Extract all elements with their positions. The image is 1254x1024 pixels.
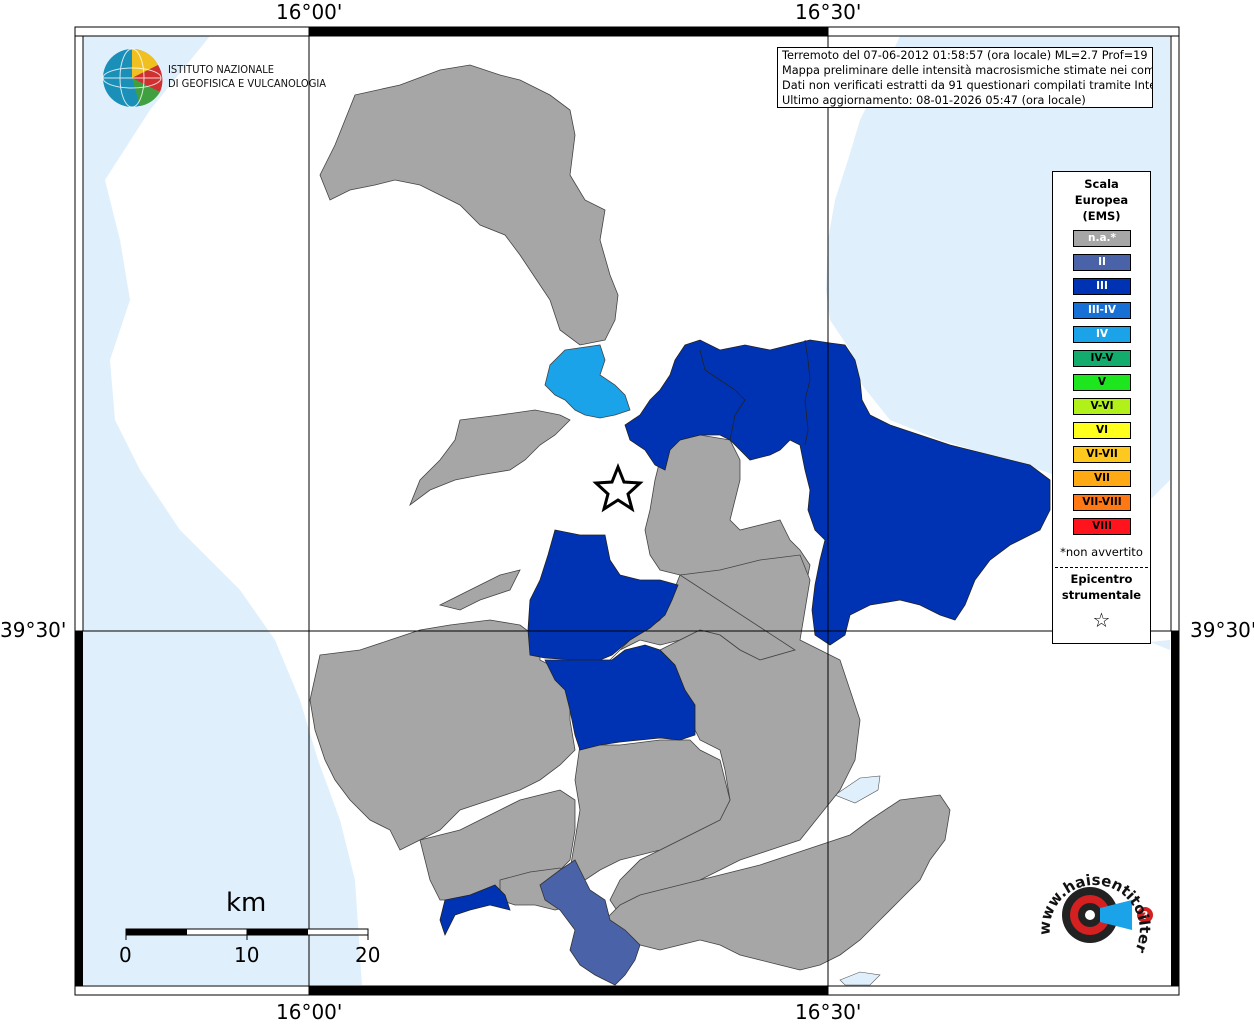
scale-bar (125, 928, 369, 940)
map-frame (74, 26, 1180, 996)
scale-tick-20: 20 (355, 943, 381, 967)
legend-swatch: VI (1073, 422, 1131, 439)
event-info-box: Terremoto del 07-06-2012 01:58:57 (ora l… (777, 47, 1153, 108)
legend-swatch: VI-VII (1073, 446, 1131, 463)
legend-title-2: Europea (1074, 193, 1129, 207)
info-line-1: Terremoto del 07-06-2012 01:58:57 (ora l… (782, 49, 1153, 62)
legend-star-icon: ☆ (1092, 608, 1111, 632)
municipality-ii (539, 859, 641, 986)
legend-title-3: (EMS) (1082, 209, 1121, 223)
legend-swatch: II (1073, 254, 1131, 271)
tyrrhenian-sea (83, 36, 362, 985)
legend-swatch: IV-V (1073, 350, 1131, 367)
scale-tick-10: 10 (234, 943, 260, 967)
municipalities-iii (439, 339, 1051, 937)
legend-epicenter-1: Epicentro (1070, 572, 1133, 586)
info-line-4: Ultimo aggiornamento: 08-01-2026 05:47 (… (782, 94, 1086, 107)
legend-swatch: IV (1073, 326, 1131, 343)
coord-left: 39°30' (0, 618, 67, 642)
svg-text:?: ? (1142, 909, 1148, 922)
municipalities-na (309, 64, 951, 971)
scale-tick-0: 0 (119, 943, 132, 967)
legend-swatch: VII (1073, 470, 1131, 487)
coord-top-right: 16°30' (795, 0, 862, 24)
epicenter-star-icon (592, 462, 644, 513)
info-line-3: Dati non verificati estratti da 91 quest… (782, 79, 1153, 92)
ems-legend: Scala Europea (EMS) n.a.* II III III-IV IV IV… (1052, 171, 1151, 644)
legend-swatch: III (1073, 278, 1131, 295)
info-line-2: Mappa preliminare delle intensità macros… (782, 64, 1153, 77)
scale-unit: km (226, 888, 267, 918)
municipality-iv (544, 344, 631, 419)
legend-swatch: V (1073, 374, 1131, 391)
legend-swatch: n.a.* (1073, 230, 1131, 247)
coord-bottom-left: 16°00' (276, 1000, 343, 1024)
legend-title-1: Scala (1084, 177, 1119, 191)
coord-bottom-right: 16°30' (795, 1000, 862, 1024)
legend-swatch: VIII (1073, 518, 1131, 535)
graticule (75, 30, 1179, 992)
ingv-logo-text: ISTITUTO NAZIONALE DI GEOFISICA E VULCAN… (168, 63, 326, 91)
ingv-name-line2: DI GEOFISICA E VULCANOLOGIA (168, 77, 327, 90)
legend-epicenter-2: strumentale (1061, 588, 1142, 602)
legend-swatch: VII-VIII (1073, 494, 1131, 511)
coord-right: 39°30' (1190, 618, 1254, 642)
legend-swatch: V-VI (1073, 398, 1131, 415)
legend-swatch: III-IV (1073, 302, 1131, 319)
ingv-logo-icon (102, 48, 163, 108)
legend-divider (1055, 567, 1148, 568)
coord-top-left: 16°00' (276, 0, 343, 24)
legend-note: *non avvertito (1060, 545, 1143, 559)
ionian-sea-south (1150, 640, 1170, 650)
ingv-name-line1: ISTITUTO NAZIONALE (168, 63, 275, 76)
